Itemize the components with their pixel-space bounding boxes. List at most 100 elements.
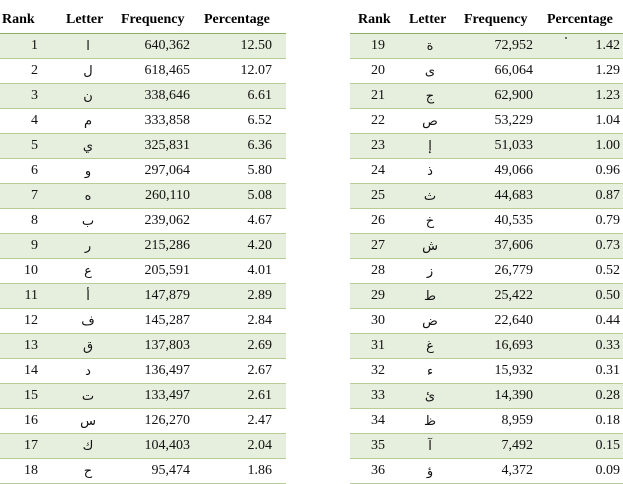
frequency-cell: 137,803 [144, 338, 191, 353]
percentage-cell: 0.79 [595, 213, 621, 228]
percentage-cell: 5.80 [247, 163, 273, 178]
frequency-cell: 7,492 [501, 438, 534, 453]
letter-cell: ك [82, 439, 94, 454]
table-row: 11 أ 147,879 2.89 [0, 284, 286, 309]
letter-cell: و [84, 164, 92, 179]
percentage-cell: 1.42 [595, 38, 621, 53]
percentage-cell: 6.52 [247, 113, 273, 128]
frequency-cell: 53,229 [494, 113, 534, 128]
letter-cell: ز [426, 264, 434, 279]
rank-cell: 15 [24, 388, 38, 403]
letter-cell: م [83, 114, 93, 129]
percentage-cell: 0.96 [595, 163, 621, 178]
table-row: 22 ص 53,229 1.04 [350, 109, 623, 134]
table-row: 24 ذ 49,066 0.96 [350, 159, 623, 184]
percentage-cell: 0.09 [595, 463, 621, 478]
rank-cell: 25 [371, 188, 385, 203]
frequency-cell: 26,779 [494, 263, 534, 278]
frequency-cell: 126,270 [144, 413, 191, 428]
letter-cell: ع [84, 264, 92, 279]
frequency-cell: 40,535 [494, 213, 534, 228]
percentage-cell: 0.18 [595, 413, 621, 428]
letter-cell: ن [83, 89, 93, 104]
header-frequency: Frequency [121, 12, 185, 27]
table-row: 7 ه 260,110 5.08 [0, 184, 286, 209]
letter-cell: آ [428, 439, 432, 454]
letter-cell: ص [422, 114, 438, 129]
percentage-cell: 1.29 [595, 63, 621, 78]
percentage-cell: 2.89 [247, 288, 273, 303]
frequency-cell: 215,286 [144, 238, 191, 253]
percentage-cell: 4.20 [247, 238, 273, 253]
frequency-cell: 95,474 [151, 463, 191, 478]
percentage-cell: 0.50 [595, 288, 621, 303]
frequency-cell: 333,858 [144, 113, 191, 128]
table-row: 5 ي 325,831 6.36 [0, 134, 286, 159]
percentage-cell: 0.33 [595, 338, 621, 353]
percentage-cell: 4.01 [247, 263, 273, 278]
header-percentage: Percentage [204, 12, 270, 27]
percentage-cell: 12.07 [240, 63, 273, 78]
table-row: 26 خ 40,535 0.79 [350, 209, 623, 234]
letter-cell: إ [428, 139, 432, 154]
table-row: 32 ء 15,932 0.31 [350, 359, 623, 384]
frequency-cell: 104,403 [144, 438, 191, 453]
letter-cell: ج [425, 89, 435, 104]
rank-cell: 6 [31, 163, 38, 178]
header-rank: Rank [2, 12, 35, 27]
letter-cell: ئ [424, 389, 436, 404]
letter-cell: ط [423, 289, 437, 304]
rank-cell: 10 [24, 263, 38, 278]
percentage-cell: 1.86 [247, 463, 273, 478]
rank-cell: 12 [24, 313, 38, 328]
rank-cell: 24 [371, 163, 385, 178]
percentage-cell: 2.04 [247, 438, 273, 453]
rank-cell: 1 [31, 38, 38, 53]
frequency-cell: 136,497 [144, 363, 191, 378]
percentage-cell: 12.50 [240, 38, 273, 53]
rank-cell: 5 [31, 138, 38, 153]
rank-cell: 16 [24, 413, 38, 428]
frequency-cell: 51,033 [494, 138, 534, 153]
table-body: 1 ا 640,362 12.50 2 ل 618,465 12.07 3 ن 338,646 6.6… [0, 34, 286, 484]
table-row: 1 ا 640,362 12.50 [0, 34, 286, 59]
letter-cell: ا [86, 39, 90, 54]
table-header: Rank Letter Frequency Percentage [0, 6, 286, 34]
frequency-cell: 239,062 [144, 213, 191, 228]
letter-cell: ق [82, 339, 94, 354]
percentage-cell: 0.73 [595, 238, 621, 253]
letter-cell: ء [426, 364, 434, 379]
letter-cell: ب [81, 214, 95, 229]
letter-cell: س [80, 414, 96, 429]
frequency-cell: 66,064 [494, 63, 534, 78]
rank-cell: 31 [371, 338, 385, 353]
table-row: 17 ك 104,403 2.04 [0, 434, 286, 459]
table-body: 19 ة 72,952 1.42 20 ى 66,064 1.29 21 ج 62,900 1.23 2… [350, 34, 623, 484]
header-letter: Letter [66, 12, 104, 27]
percentage-cell: 2.47 [247, 413, 273, 428]
percentage-cell: 5.08 [247, 188, 273, 203]
rank-cell: 32 [371, 363, 385, 378]
frequency-cell: 37,606 [494, 238, 534, 253]
letter-cell: ت [81, 389, 95, 404]
percentage-cell: 6.36 [247, 138, 273, 153]
table-row: 27 ش 37,606 0.73 [350, 234, 623, 259]
frequency-cell: 133,497 [144, 388, 191, 403]
table-row: 10 ع 205,591 4.01 [0, 259, 286, 284]
letter-cell: خ [425, 214, 435, 229]
letter-cell: ض [422, 314, 438, 329]
table-right-half: Rank Letter Frequency Percentage 19 ة 72,9… [350, 0, 623, 484]
table-row: 35 آ 7,492 0.15 [350, 434, 623, 459]
rank-cell: 11 [24, 288, 38, 303]
letter-cell: ح [83, 464, 93, 479]
rank-cell: 22 [371, 113, 385, 128]
table-row: 31 غ 16,693 0.33 [350, 334, 623, 359]
letter-cell: د [85, 364, 91, 379]
rank-cell: 3 [31, 88, 38, 103]
table-header: Rank Letter Frequency Percentage [350, 6, 623, 34]
frequency-cell: 640,362 [144, 38, 191, 53]
letter-cell: ذ [427, 164, 433, 179]
letter-cell: أ [86, 289, 90, 304]
table-row: 2 ل 618,465 12.07 [0, 59, 286, 84]
